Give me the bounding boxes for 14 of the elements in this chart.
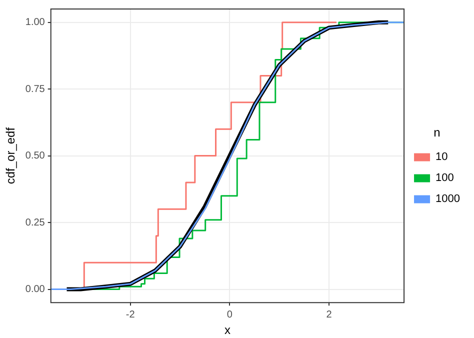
x-axis-title: x <box>224 323 230 338</box>
y-tick-label: 0.75 <box>25 84 46 95</box>
legend-label: 1000 <box>436 193 460 206</box>
y-tick-label: 0.00 <box>25 284 46 296</box>
legend-title: n <box>434 126 440 140</box>
y-tick-label: 0.25 <box>25 217 46 228</box>
y-axis-title: cdf_or_edf <box>4 126 18 184</box>
x-tick-label: 0 <box>226 309 233 320</box>
legend-label: 10 <box>436 151 448 164</box>
y-tick-label: 1.00 <box>25 17 46 28</box>
x-tick-label: 2 <box>326 309 332 320</box>
y-tick-label: 0.50 <box>25 150 46 162</box>
x-tick-label: -2 <box>126 309 136 320</box>
legend-label: 100 <box>436 172 454 184</box>
